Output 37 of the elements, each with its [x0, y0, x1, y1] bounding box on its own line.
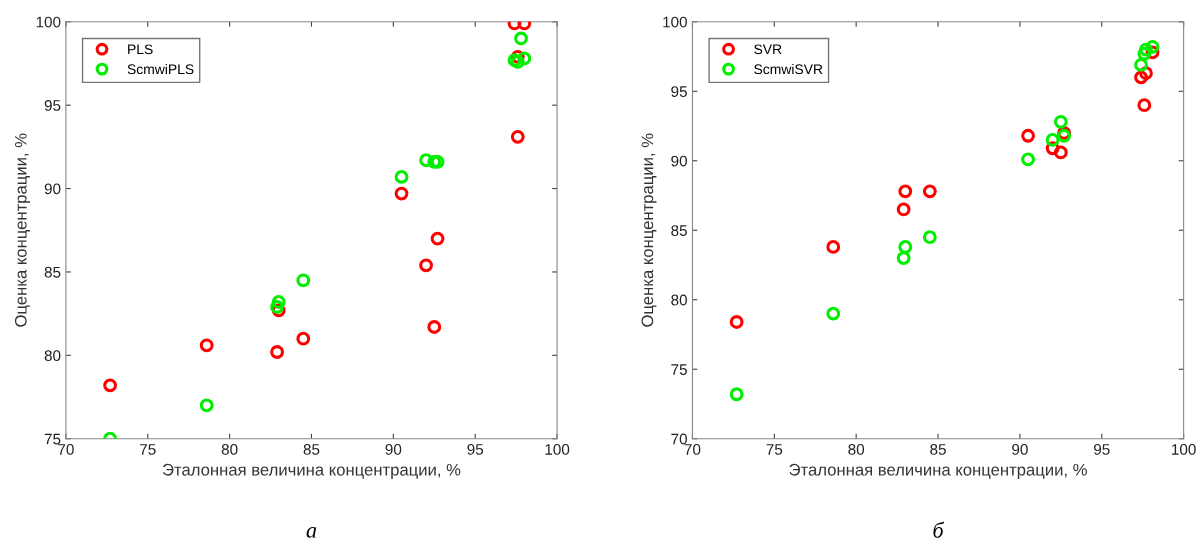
y-tick-label: 100	[36, 16, 61, 28]
x-tick-label: 90	[1012, 443, 1028, 455]
y-tick-label: 85	[44, 266, 61, 278]
x-tick-label: 85	[303, 443, 320, 455]
x-tick-label: 95	[1093, 443, 1110, 455]
x-tick-label: 100	[1172, 443, 1196, 455]
x-tick-label: 90	[385, 443, 402, 455]
y-tick-label: 75	[671, 364, 687, 375]
y-tick-label: 100	[663, 16, 687, 28]
y-tick-label: 90	[44, 183, 61, 195]
x-axis-title: Эталонная величина концентрации, %	[162, 463, 461, 479]
legend-label: SVR	[754, 44, 782, 55]
y-axis-title: Оценка концентрации, %	[641, 133, 657, 327]
y-tick-label: 95	[44, 100, 61, 111]
x-tick-label: 100	[545, 443, 570, 455]
text: б	[933, 521, 945, 538]
legend-label: PLS	[128, 44, 153, 55]
y-tick-label: 75	[44, 433, 61, 445]
text: а	[306, 527, 317, 538]
y-tick-label: 70	[671, 433, 687, 445]
y-tick-label: 95	[671, 86, 687, 97]
y-tick-label: 85	[671, 225, 687, 236]
y-tick-label: 80	[44, 350, 61, 362]
y-tick-label: 90	[671, 155, 687, 167]
x-tick-label: 85	[930, 443, 946, 455]
x-axis-title: Эталонная величина концентрации, %	[789, 463, 1087, 479]
x-tick-label: 75	[140, 444, 156, 455]
x-tick-label: 70	[684, 443, 701, 455]
x-tick-label: 75	[766, 444, 783, 455]
x-tick-label: 80	[221, 443, 238, 455]
x-tick-label: 70	[58, 443, 74, 455]
y-axis-title: Оценка концентрации, %	[14, 133, 30, 327]
legend-label: ScmwiPLS	[127, 63, 194, 75]
y-tick-label: 80	[671, 294, 687, 306]
x-tick-label: 95	[467, 443, 484, 455]
x-tick-label: 80	[848, 443, 865, 455]
legend-label: ScmwiSVR	[754, 63, 823, 75]
